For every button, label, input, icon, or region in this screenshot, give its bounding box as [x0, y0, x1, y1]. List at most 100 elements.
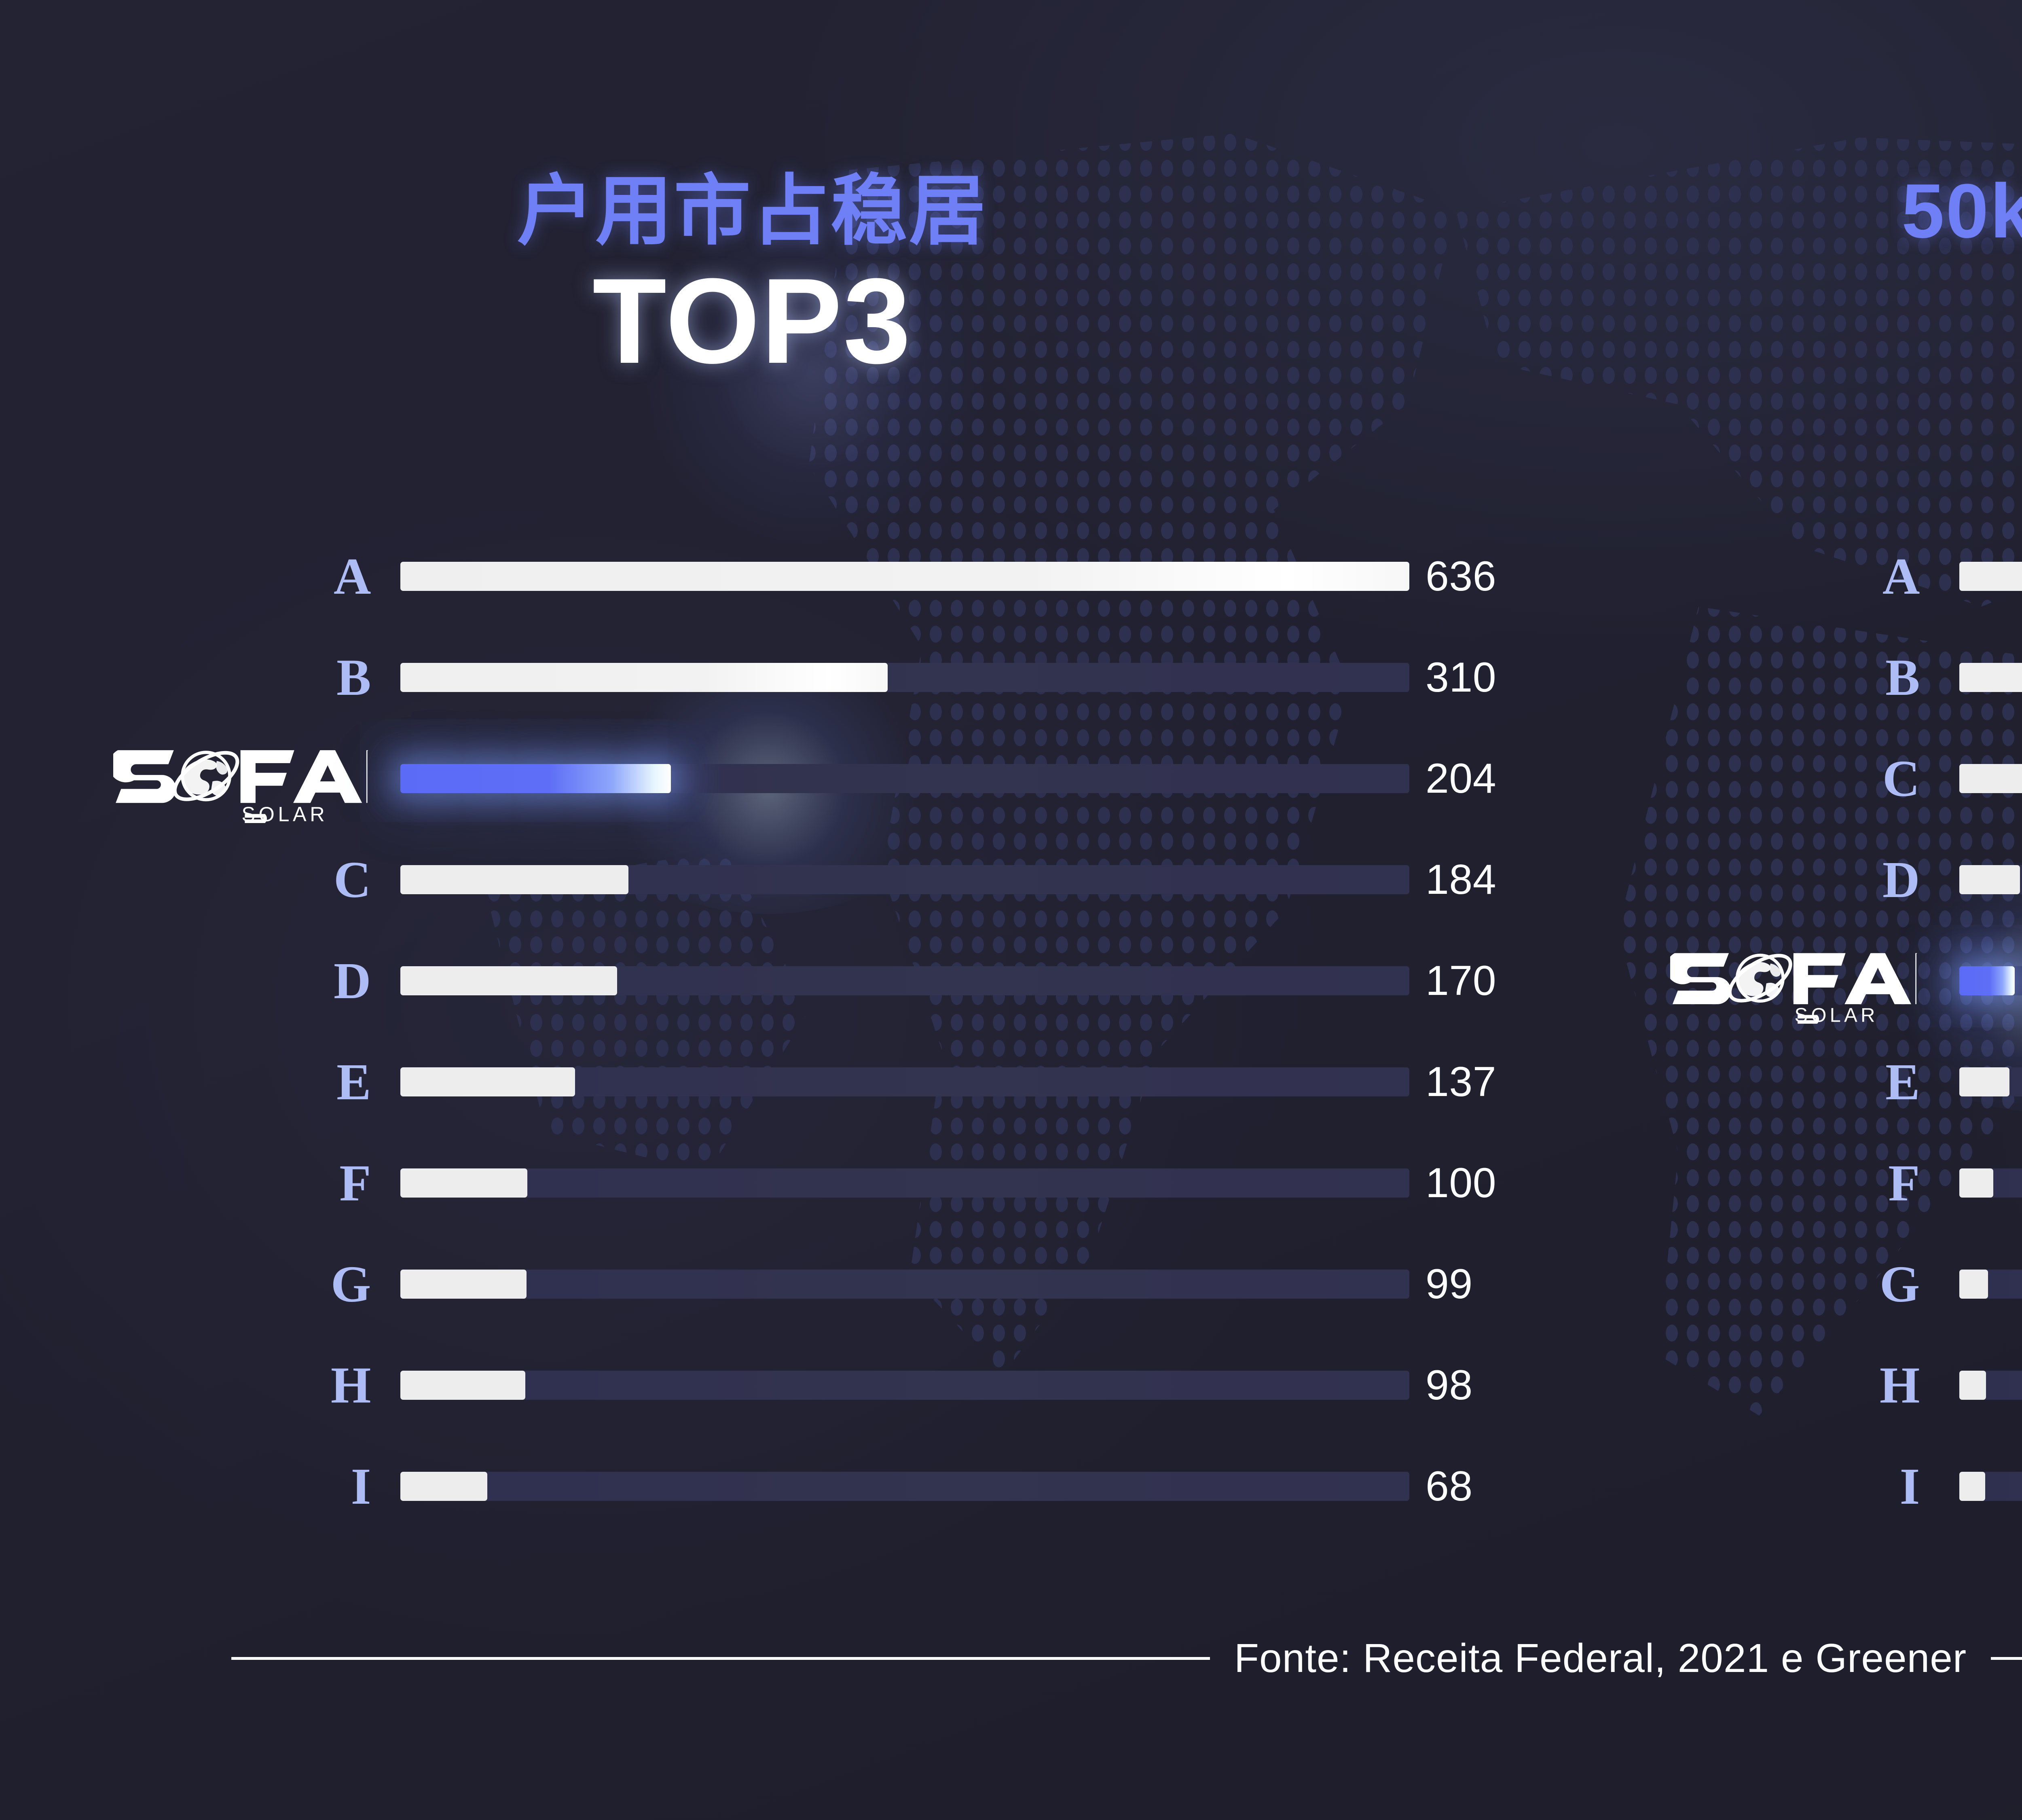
- row-category-label: F: [1888, 1154, 1921, 1212]
- row-category-label: F: [339, 1154, 372, 1212]
- bar-fill: [400, 1270, 527, 1299]
- bar-track: [1959, 1168, 2022, 1198]
- bar-track: [400, 764, 1409, 793]
- row-category-label: G: [1879, 1255, 1921, 1313]
- bar-track: [400, 966, 1409, 995]
- chart-row: B1,203: [1593, 627, 2022, 728]
- chart-row: E 137: [0, 1031, 1577, 1132]
- sofar-solar-logo: SOLAR: [1626, 930, 1921, 1031]
- chart-row: F83: [1593, 1132, 2022, 1234]
- row-category-label: D: [1882, 851, 1921, 908]
- row-category-label: I: [351, 1457, 372, 1515]
- left-heading-chinese: 户用市占稳居: [517, 168, 988, 254]
- bar-value-label: 184: [1426, 856, 1497, 903]
- bar-track: [400, 562, 1409, 591]
- footer: Fonte: Receita Federal, 2021 e Greener: [0, 1622, 2022, 1695]
- chart-row: H 98: [0, 1335, 1577, 1436]
- bar-fill: [400, 865, 628, 894]
- chart-row: I 68: [0, 1436, 1577, 1537]
- chart-row: A1,567: [1593, 526, 2022, 627]
- bar-value-label: 636: [1426, 552, 1497, 600]
- footer-rule-right: [1991, 1657, 2022, 1660]
- sofar-solar-logo: SOLAR: [49, 728, 372, 829]
- right-panel-heading: 50kW及以上电站市占稳居 TOP5: [1690, 168, 2022, 381]
- row-category-label: C: [334, 851, 372, 908]
- bar-track: [1959, 1472, 2022, 1501]
- chart-row: E124: [1593, 1031, 2022, 1132]
- bar-fill: [1959, 663, 2022, 692]
- bar-value-label: 137: [1426, 1058, 1497, 1105]
- bar-fill: [400, 1067, 575, 1096]
- left-heading-rank: TOP3: [592, 253, 912, 389]
- bar-value-label: 99: [1426, 1260, 1473, 1308]
- bar-track: [1959, 1067, 2022, 1096]
- bar-track: [1959, 663, 2022, 692]
- bar-fill: [1959, 1168, 1994, 1198]
- bar-value-label: 100: [1426, 1159, 1497, 1206]
- row-category-label: B: [1885, 648, 1921, 706]
- svg-text:SOLAR: SOLAR: [1794, 1005, 1878, 1024]
- right-heading-rank: TOP5: [1690, 260, 2022, 381]
- row-category-label: H: [330, 1356, 372, 1414]
- bar-track: [400, 1270, 1409, 1299]
- chart-row: SOLAR 137: [1593, 930, 2022, 1031]
- bar-fill: [400, 966, 618, 995]
- chart-row: B 310: [0, 627, 1577, 728]
- chart-row: A 636: [0, 526, 1577, 627]
- chart-row: H65: [1593, 1335, 2022, 1436]
- bar-fill: [1959, 1270, 1988, 1299]
- footer-source-text: Fonte: Receita Federal, 2021 e Greener: [1234, 1635, 1967, 1681]
- bar-fill: [1959, 764, 2022, 793]
- chart-row: I64: [1593, 1436, 2022, 1537]
- row-category-label: G: [330, 1255, 372, 1313]
- chart-row: G70: [1593, 1234, 2022, 1335]
- bar-track: [400, 1067, 1409, 1096]
- bar-value-label: 68: [1426, 1462, 1473, 1510]
- bar-value-label: 170: [1426, 957, 1497, 1004]
- bar-track: [1959, 764, 2022, 793]
- bar-value-label: 310: [1426, 654, 1497, 701]
- bar-fill: [400, 1168, 528, 1198]
- sofar-solar-logo-mark: SOLAR: [1670, 953, 1917, 1024]
- row-category-label: H: [1879, 1356, 1921, 1414]
- left-panel-heading: 户用市占稳居 TOP3: [267, 168, 1237, 389]
- svg-text:SOLAR: SOLAR: [241, 802, 328, 823]
- chart-row: F 100: [0, 1132, 1577, 1234]
- bar-fill: [400, 562, 1409, 591]
- bar-value-label: 204: [1426, 755, 1497, 802]
- right-heading-chinese: 50kW及以上电站市占稳居: [1901, 168, 2022, 254]
- chart-row: C 184: [0, 829, 1577, 930]
- bar-value-label: 98: [1426, 1361, 1473, 1409]
- sofar-solar-logo-mark: SOLAR: [113, 750, 368, 823]
- chart-residential-top3: A 636 B 310 SOLAR 204 C 184 D 170 E 137 F 100 G 99 H 98…: [0, 526, 1577, 1537]
- bar-fill-highlight: [400, 764, 671, 793]
- bar-track: [400, 865, 1409, 894]
- bar-fill: [1959, 562, 2022, 591]
- chart-row: D214: [1593, 829, 2022, 930]
- chart-row: C511: [1593, 728, 2022, 829]
- bar-track: [400, 663, 1409, 692]
- row-category-label: A: [1882, 547, 1921, 605]
- chart-row: D 170: [0, 930, 1577, 1031]
- bar-track: [400, 1472, 1409, 1501]
- bar-track: [1959, 865, 2022, 894]
- bar-track: [400, 1371, 1409, 1400]
- bar-fill: [400, 663, 888, 692]
- bar-track: [1959, 1371, 2022, 1400]
- bar-fill: [1959, 865, 2020, 894]
- bar-fill: [1959, 1067, 2009, 1096]
- bar-fill: [400, 1371, 526, 1400]
- bar-fill: [1959, 1371, 1986, 1400]
- row-category-label: E: [336, 1053, 372, 1111]
- bar-fill-highlight: [1959, 966, 2015, 995]
- row-category-label: A: [334, 547, 372, 605]
- footer-rule-left: [231, 1657, 1210, 1660]
- row-category-label: C: [1882, 749, 1921, 807]
- chart-utility-top5: A1,567B1,203C511D214 SOLAR 137E124F83G70…: [1593, 526, 2022, 1537]
- row-category-label: B: [336, 648, 372, 706]
- bar-track: [1959, 562, 2022, 591]
- chart-row: G 99: [0, 1234, 1577, 1335]
- row-category-label: I: [1899, 1457, 1921, 1515]
- bar-track: [1959, 1270, 2022, 1299]
